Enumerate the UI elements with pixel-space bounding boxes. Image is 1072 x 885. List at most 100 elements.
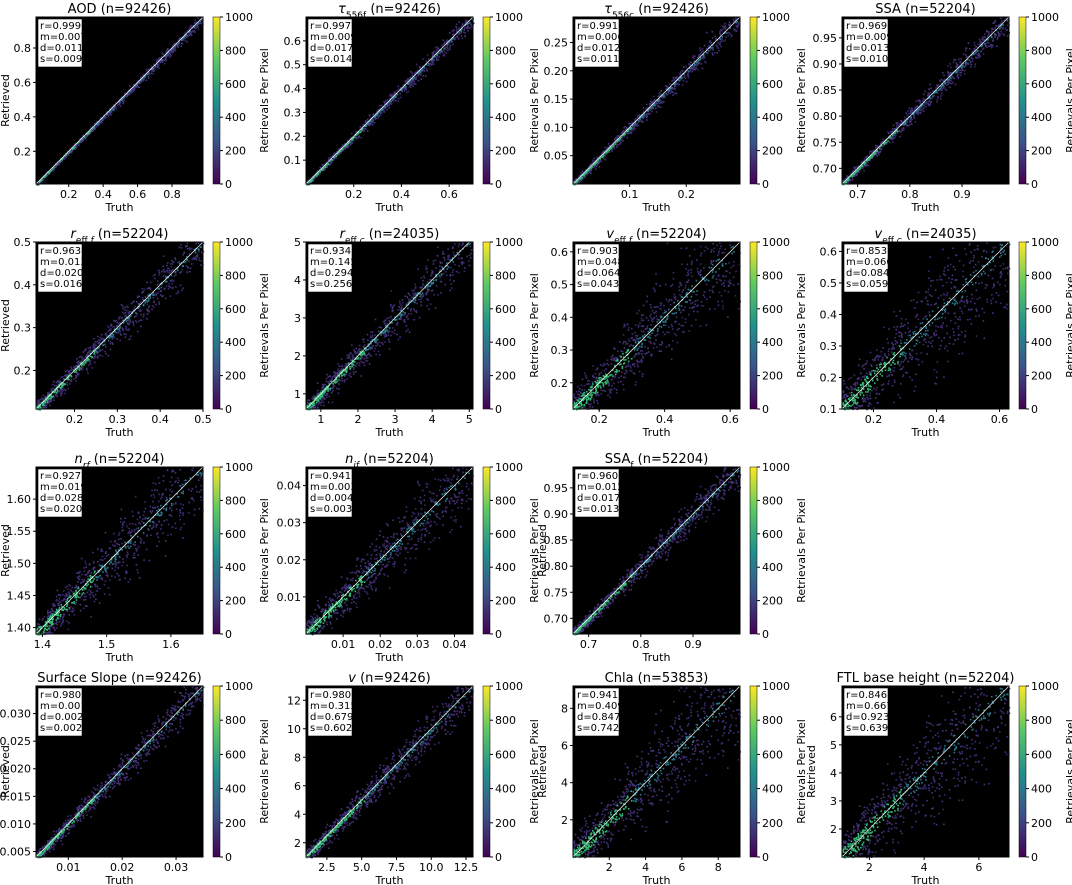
density-point (909, 121, 911, 123)
density-point (81, 363, 84, 366)
density-point (409, 81, 411, 83)
density-point (404, 87, 406, 90)
density-point (417, 79, 420, 82)
colorbar-tick-label: 200 (225, 370, 246, 383)
density-point (133, 300, 136, 303)
density-point (460, 30, 463, 32)
density-point (348, 354, 350, 356)
density-point (49, 404, 51, 407)
density-point (575, 178, 578, 180)
density-point (428, 289, 430, 291)
density-point (144, 75, 146, 78)
density-point (921, 108, 924, 111)
density-point (93, 350, 96, 352)
density-point (672, 94, 674, 96)
density-point (444, 41, 446, 43)
density-point (624, 130, 626, 132)
density-point (389, 330, 391, 332)
density-point (200, 264, 202, 266)
density-point (593, 157, 596, 160)
density-point (98, 350, 101, 352)
stats-box-bg (574, 18, 620, 68)
density-point (149, 288, 152, 290)
density-point (624, 132, 627, 135)
density-point (604, 158, 607, 161)
density-point (637, 116, 639, 119)
density-point (672, 77, 675, 80)
density-point (694, 55, 696, 57)
density-point (328, 383, 331, 385)
density-point (649, 102, 652, 105)
density-point (854, 174, 856, 177)
density-point (110, 109, 113, 112)
stats-box-bg (307, 18, 353, 68)
density-point (367, 122, 369, 125)
stat-line: m=0.013 (40, 257, 87, 268)
density-point (383, 320, 386, 322)
density-point (466, 27, 468, 29)
density-point (1006, 19, 1009, 22)
density-point (667, 89, 669, 92)
density-point (70, 375, 73, 378)
density-point (936, 85, 939, 88)
density-point (126, 317, 129, 319)
panel-5: 0.2 0.3 0.4 0.50.20.30.40.5TruthRetrievedre… (0, 227, 271, 439)
density-point (891, 138, 894, 140)
density-point (960, 61, 962, 64)
density-point (674, 85, 677, 88)
density-point (151, 308, 153, 311)
density-point (384, 341, 386, 343)
density-point (438, 56, 440, 58)
density-point (701, 57, 704, 59)
density-point (125, 314, 127, 317)
density-point (887, 132, 890, 135)
density-point (446, 46, 448, 48)
density-point (437, 246, 439, 248)
density-point (949, 86, 951, 89)
density-point (941, 87, 943, 90)
density-point (430, 64, 433, 66)
density-point (911, 108, 914, 110)
x-axis-label-3: Truth (642, 201, 671, 214)
density-point (937, 92, 939, 94)
density-point (63, 375, 66, 377)
density-point (724, 39, 726, 41)
density-point (960, 64, 963, 67)
density-point (329, 389, 332, 391)
density-point (923, 98, 925, 101)
density-point (110, 323, 112, 326)
density-point (642, 117, 644, 120)
density-point (618, 138, 621, 140)
density-point (646, 113, 648, 115)
density-point (130, 90, 132, 92)
density-point (736, 26, 739, 28)
density-point (851, 179, 854, 181)
density-point (469, 21, 472, 24)
density-point (330, 162, 332, 164)
density-point (336, 151, 338, 153)
density-point (357, 350, 359, 353)
colorbar-gradient (212, 16, 221, 185)
density-point (928, 93, 931, 96)
density-point (868, 152, 871, 155)
density-point (707, 50, 710, 52)
density-point (195, 255, 197, 257)
density-point (439, 276, 442, 278)
density-point (859, 166, 862, 168)
density-point (332, 158, 335, 161)
density-point (857, 171, 859, 173)
density-point (73, 148, 76, 150)
density-point (98, 342, 101, 345)
density-point (44, 401, 46, 404)
density-point (408, 298, 410, 301)
density-point (456, 28, 458, 31)
density-point (630, 129, 632, 132)
density-point (154, 65, 157, 67)
density-point (676, 76, 678, 78)
density-point (161, 56, 163, 58)
density-point (671, 80, 673, 82)
density-point (982, 47, 985, 49)
density-point (620, 132, 623, 134)
one-to-one-line-3 (572, 16, 741, 185)
panel-4: 0.7 0.8 0.90.700.750.800.850.900.95TruthSS… (813, 2, 1072, 214)
